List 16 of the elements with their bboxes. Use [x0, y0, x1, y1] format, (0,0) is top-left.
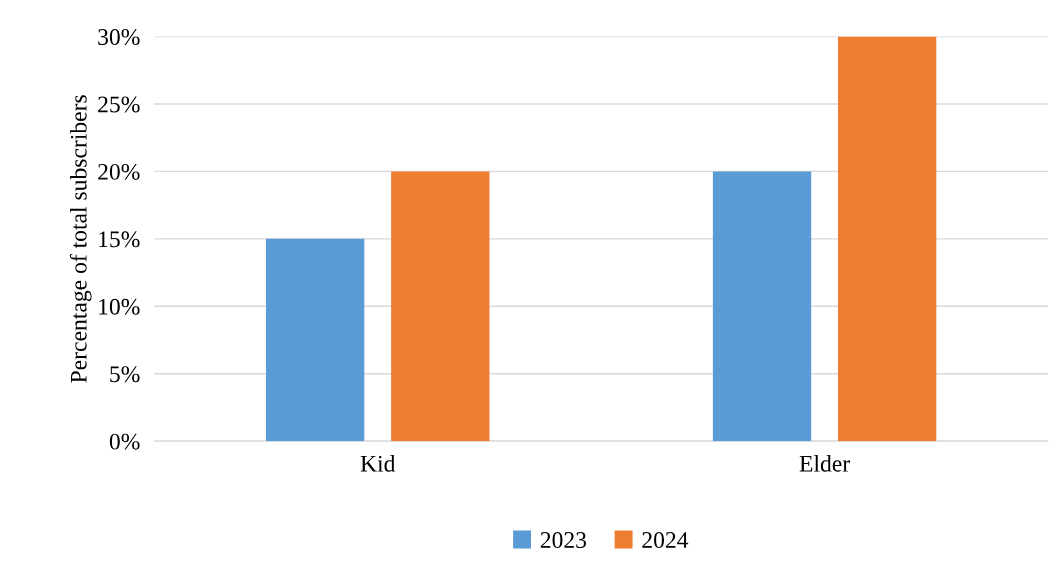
y-tick-label: 25% [98, 96, 140, 113]
y-tick-label: 15% [99, 231, 140, 248]
x-tick-label: Kid [360, 455, 396, 472]
y-tick-label: 0% [109, 433, 140, 450]
bar [838, 36, 937, 442]
x-tick-label: Elder [799, 455, 850, 472]
y-tick-label: 10% [99, 298, 140, 315]
legend-label: 2024 [642, 532, 689, 548]
y-tick-label: 5% [110, 366, 140, 383]
legend-label: 2023 [540, 532, 587, 548]
y-axis-title: Percentage of total subscribers [69, 95, 92, 383]
bar [391, 171, 490, 442]
bar [712, 171, 812, 442]
y-tick-label: 30% [98, 29, 140, 46]
y-tick-label: 20% [98, 163, 140, 180]
bar [266, 238, 365, 442]
